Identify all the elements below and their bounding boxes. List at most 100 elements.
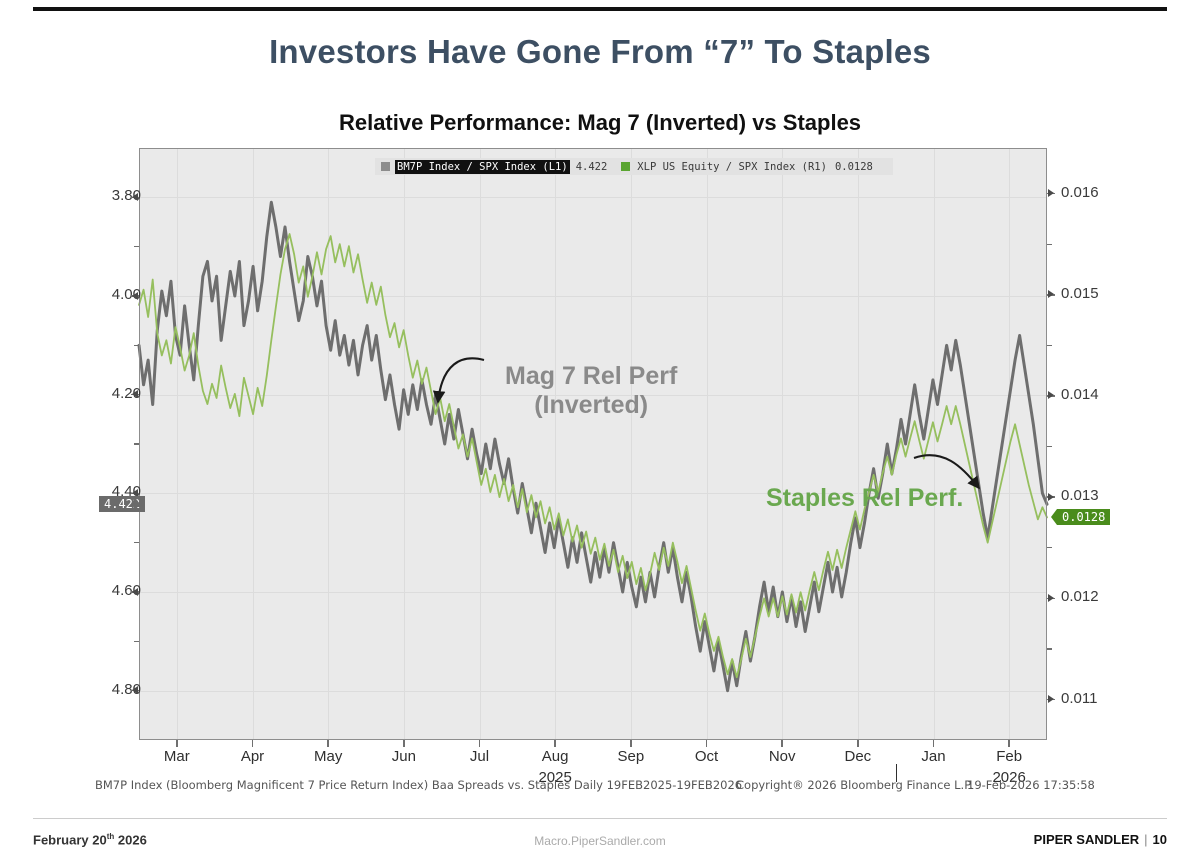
x-axis-tick <box>705 740 708 747</box>
gridline-horizontal <box>139 197 1047 199</box>
y-axis-right-minor-tick <box>1047 648 1052 650</box>
bloomberg-description: BM7P Index (Bloomberg Magnificent 7 Pric… <box>95 778 743 792</box>
y-axis-left-minor-tick <box>134 542 139 544</box>
plot-background <box>139 148 1047 740</box>
gridline-vertical <box>252 148 254 740</box>
plot-border <box>139 148 1047 740</box>
y-axis-left-arrow <box>132 192 138 201</box>
gridline-vertical <box>328 148 330 740</box>
gridline-horizontal <box>139 592 1047 593</box>
gridline-vertical <box>555 148 557 740</box>
annotation-mag7-line1: Mag 7 Rel Perf <box>505 362 678 390</box>
chart-legend[interactable]: BM7P Index / SPX Index (L1) 4.422 XLP US E… <box>375 158 893 175</box>
y-axis-left-arrow <box>132 686 138 695</box>
bloomberg-timestamp: 19-Feb-2026 17:35:58 <box>967 778 1095 792</box>
chart-title: Relative Performance: Mag 7 (Inverted) v… <box>338 110 862 135</box>
legend-value-1: 0.0128 <box>834 160 873 173</box>
series-line-0 <box>137 200 1049 693</box>
annotation-mag7: Mag 7 Rel Perf (Inverted) <box>505 362 677 420</box>
x-axis-tick <box>630 740 632 747</box>
gridline-vertical <box>403 148 405 740</box>
x-axis-label: Jul <box>469 748 490 765</box>
footer-brand-name: PIPER SANDLER <box>1033 832 1140 847</box>
x-axis-label: Oct <box>694 748 719 765</box>
annotation-staples: Staples Rel Perf. <box>766 484 964 512</box>
top-divider <box>33 7 1167 11</box>
gridline-horizontal <box>139 296 1047 297</box>
legend-label-0[interactable]: BM7P Index / SPX Index (L1) <box>395 159 570 174</box>
right-value-badge: 0.0128 <box>1057 509 1111 526</box>
y-axis-right-label: 0.016 <box>1061 183 1099 201</box>
y-axis-right-arrow <box>1048 290 1054 299</box>
y-axis-left-minor-tick <box>134 344 139 346</box>
x-axis-label: Mar <box>163 748 190 765</box>
page-title: Investors Have Gone From “7” To Staples <box>269 33 931 70</box>
y-axis-right-arrow <box>1048 189 1054 198</box>
gridline-vertical <box>857 148 859 740</box>
footer-date-suffix: th <box>106 832 115 841</box>
x-axis-label: Dec <box>844 748 872 765</box>
x-axis-label: Nov <box>768 748 796 765</box>
right-value-badge-tip <box>1051 509 1057 526</box>
y-axis-right-arrow <box>1048 593 1054 602</box>
x-axis-tick <box>251 740 254 747</box>
gridline-vertical <box>706 148 708 740</box>
y-axis-left-arrow <box>132 390 138 399</box>
gridline-vertical <box>479 148 481 740</box>
y-axis-right-minor-tick <box>1047 344 1052 346</box>
x-axis-label: Jun <box>391 748 416 765</box>
x-axis-label: Sep <box>617 748 645 765</box>
y-axis-right-minor-tick <box>1047 243 1052 245</box>
y-axis-left-minor-tick <box>134 246 139 248</box>
x-axis-label: Jan <box>921 748 946 765</box>
footer-page-number: 10 <box>1152 832 1167 847</box>
x-axis-year-label: 2026 <box>992 769 1026 786</box>
y-axis-right-label: 0.011 <box>1061 689 1098 707</box>
x-axis-tick <box>932 740 935 747</box>
y-axis-right-minor-tick <box>1047 445 1052 448</box>
y-axis-right-label: 0.012 <box>1061 588 1099 606</box>
gridline-vertical <box>176 148 178 740</box>
x-axis-label: Apr <box>240 748 265 765</box>
y-axis-left-arrow <box>132 291 138 300</box>
x-axis-tick <box>403 740 405 747</box>
x-axis-label: May <box>313 748 343 765</box>
y-axis-right-arrow <box>1048 695 1054 704</box>
x-axis-tick <box>857 740 859 747</box>
left-value-badge-tip <box>134 496 140 513</box>
y-axis-left-minor-tick <box>134 640 139 642</box>
legend-label-1[interactable]: XLP US Equity / SPX Index (R1) <box>637 160 827 173</box>
y-axis-right-minor-tick <box>1047 547 1052 549</box>
gridline-vertical <box>933 148 935 740</box>
legend-swatch-1 <box>621 162 631 171</box>
legend-value-0: 4.422 <box>575 160 608 173</box>
gridline-vertical <box>630 148 632 740</box>
x-axis-label: Feb <box>996 748 1023 765</box>
gridline-horizontal <box>139 493 1047 495</box>
footer-site[interactable]: Macro.PiperSandler.com <box>534 834 666 848</box>
y-axis-right-arrow <box>1048 492 1054 501</box>
x-axis-tick <box>554 740 556 747</box>
footer-date: February 20th 2026 <box>33 832 147 847</box>
footer-date-year: 2026 <box>117 832 147 848</box>
series-lines <box>137 200 1049 693</box>
y-axis-right-label: 0.014 <box>1061 385 1099 403</box>
y-axis-left-arrow <box>132 587 138 596</box>
x-axis-tick <box>327 740 329 747</box>
series-line-1 <box>138 233 1048 679</box>
left-value-badge: 4.422 <box>99 496 146 513</box>
footer-date-text: February 20 <box>33 832 107 848</box>
y-axis-left-minor-tick <box>134 443 139 445</box>
y-axis-right-arrow <box>1048 391 1054 400</box>
x-axis-year-divider <box>895 764 898 782</box>
annotation-mag7-line2: (Inverted) <box>534 391 649 419</box>
gridline-vertical <box>782 148 784 740</box>
x-axis-tick <box>176 740 178 747</box>
x-axis-tick <box>478 740 481 747</box>
y-axis-right-label: 0.015 <box>1061 284 1099 302</box>
x-axis-tick <box>781 740 783 747</box>
gridline-horizontal <box>139 394 1047 396</box>
legend-swatch-0 <box>381 162 390 171</box>
footer-brand: PIPER SANDLER | 10 <box>1034 832 1167 847</box>
x-axis-year-label: 2025 <box>538 769 572 786</box>
